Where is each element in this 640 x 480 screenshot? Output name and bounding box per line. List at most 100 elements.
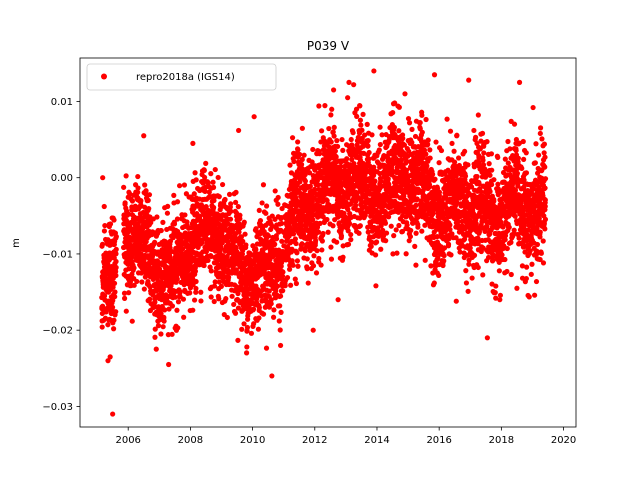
data-point	[211, 298, 217, 305]
data-point	[394, 250, 400, 256]
data-point	[208, 294, 214, 300]
data-point	[415, 224, 421, 230]
data-point	[166, 306, 172, 312]
data-point	[226, 191, 233, 197]
data-point	[328, 244, 334, 250]
data-point	[228, 201, 234, 207]
data-point	[357, 103, 363, 109]
data-point	[177, 289, 183, 295]
data-point	[340, 147, 346, 153]
data-point	[319, 238, 325, 244]
data-point	[463, 280, 470, 286]
data-point	[224, 314, 230, 321]
data-point	[396, 222, 402, 229]
data-point	[508, 239, 514, 245]
data-point	[273, 236, 280, 242]
data-point	[111, 217, 117, 223]
data-point	[454, 132, 460, 138]
data-point	[123, 173, 129, 179]
data-point	[465, 288, 471, 294]
data-point	[507, 146, 513, 152]
data-point	[504, 268, 510, 275]
data-point	[142, 182, 148, 188]
data-point	[155, 323, 162, 329]
data-point	[319, 128, 325, 134]
data-point	[216, 279, 222, 285]
data-point	[451, 148, 457, 154]
data-point	[409, 126, 415, 132]
data-point	[125, 211, 132, 217]
data-point	[391, 124, 397, 130]
data-point	[171, 221, 178, 227]
data-point	[280, 288, 286, 294]
data-point	[359, 127, 365, 133]
data-point	[376, 147, 382, 153]
data-point	[528, 271, 534, 277]
data-point	[193, 278, 199, 285]
data-point	[425, 137, 431, 143]
data-point	[293, 240, 299, 247]
data-point	[111, 326, 117, 332]
data-point	[385, 176, 391, 182]
data-point	[171, 192, 177, 198]
data-point	[187, 290, 193, 296]
data-point	[232, 310, 239, 316]
data-point	[174, 276, 180, 282]
data-point	[495, 181, 501, 187]
data-point	[147, 284, 153, 290]
data-point	[131, 265, 137, 271]
data-point	[193, 289, 199, 295]
data-point	[201, 262, 207, 269]
data-point	[192, 268, 199, 274]
data-point	[277, 327, 283, 333]
data-point	[311, 253, 317, 259]
data-point	[277, 293, 284, 299]
data-point	[161, 314, 167, 320]
data-point	[445, 241, 452, 247]
data-point	[263, 210, 269, 216]
data-point	[205, 180, 211, 186]
data-point	[244, 324, 251, 331]
data-point	[491, 198, 497, 204]
data-point	[121, 295, 128, 301]
data-point	[134, 278, 140, 285]
data-point	[169, 303, 176, 309]
data-point	[236, 229, 242, 235]
data-point	[169, 331, 175, 337]
data-point	[441, 253, 447, 259]
data-point	[513, 147, 519, 154]
data-point	[496, 268, 502, 274]
data-point	[259, 200, 265, 206]
data-point	[523, 275, 529, 282]
data-point	[158, 311, 164, 317]
data-point	[110, 297, 116, 304]
data-point	[331, 124, 337, 130]
data-point	[235, 337, 241, 343]
data-point	[364, 121, 370, 127]
data-point	[131, 282, 137, 288]
data-point	[299, 241, 305, 247]
data-point	[141, 286, 147, 292]
data-point	[331, 87, 337, 93]
data-point	[374, 239, 380, 245]
data-point	[237, 212, 243, 218]
data-point	[180, 246, 186, 252]
data-point	[504, 245, 510, 252]
data-point	[145, 197, 151, 203]
data-point	[109, 304, 116, 310]
data-point	[424, 163, 430, 169]
data-point	[121, 184, 127, 190]
data-point	[413, 202, 419, 208]
data-point	[282, 283, 288, 289]
data-point	[294, 250, 300, 256]
data-point	[152, 239, 158, 245]
data-point	[275, 201, 281, 207]
data-point	[366, 149, 372, 156]
data-point	[430, 171, 436, 177]
data-point	[298, 161, 305, 168]
data-point	[447, 128, 454, 134]
data-point	[222, 196, 228, 203]
data-point	[400, 135, 406, 141]
data-point	[174, 216, 181, 222]
data-point	[316, 255, 322, 262]
